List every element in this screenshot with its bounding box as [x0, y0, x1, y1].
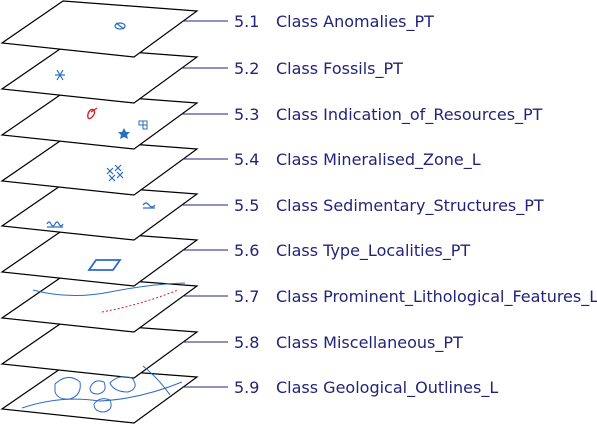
geological-outline-shapes	[21, 365, 183, 413]
layer-label: Class Type_Localities_PT	[276, 241, 470, 261]
anomaly-symbol	[114, 22, 126, 30]
mineralised-zone-symbol	[106, 164, 124, 182]
layer-label: Class Anomalies_PT	[276, 12, 434, 32]
layer-number: 5.9	[234, 378, 259, 397]
layer-label: Class Indication_of_Resources_PT	[276, 105, 543, 125]
layer-number: 5.7	[234, 287, 259, 306]
layer-planes	[0, 0, 199, 424]
layer-label: Class Sedimentary_Structures_PT	[276, 196, 544, 216]
leader-lines	[181, 20, 228, 388]
layer-plane	[0, 275, 199, 333]
lithological-feature-lines	[32, 282, 186, 313]
layer-plane	[0, 92, 199, 150]
layer-number: 5.4	[234, 150, 259, 169]
layer-plane	[0, 46, 199, 104]
layer-plane	[0, 366, 199, 424]
layer-plane	[0, 183, 199, 241]
layer-plane	[0, 321, 199, 379]
layer-plane	[0, 0, 199, 58]
layer-number: 5.6	[234, 241, 259, 260]
layer-label: Class Prominent_Lithological_Features_L	[276, 287, 597, 307]
sedimentary-structure-symbols	[46, 202, 156, 228]
layer-number: 5.5	[234, 196, 259, 215]
layer-label: Class Fossils_PT	[276, 59, 403, 79]
layer-number: 5.1	[234, 12, 259, 31]
layer-number: 5.2	[234, 59, 259, 78]
layer-number: 5.8	[234, 333, 259, 352]
resource-symbols	[87, 107, 148, 139]
layer-labels: 5.1 Class Anomalies_PT 5.2 Class Fossils…	[234, 12, 597, 398]
layer-number: 5.3	[234, 105, 259, 124]
layer-label: Class Mineralised_Zone_L	[276, 150, 481, 170]
layer-plane	[0, 138, 199, 196]
type-locality-symbol	[87, 259, 122, 271]
layer-plane	[0, 229, 199, 287]
fossil-symbol	[55, 69, 65, 81]
layer-label: Class Geological_Outlines_L	[276, 378, 498, 398]
layer-label: Class Miscellaneous_PT	[276, 333, 463, 353]
